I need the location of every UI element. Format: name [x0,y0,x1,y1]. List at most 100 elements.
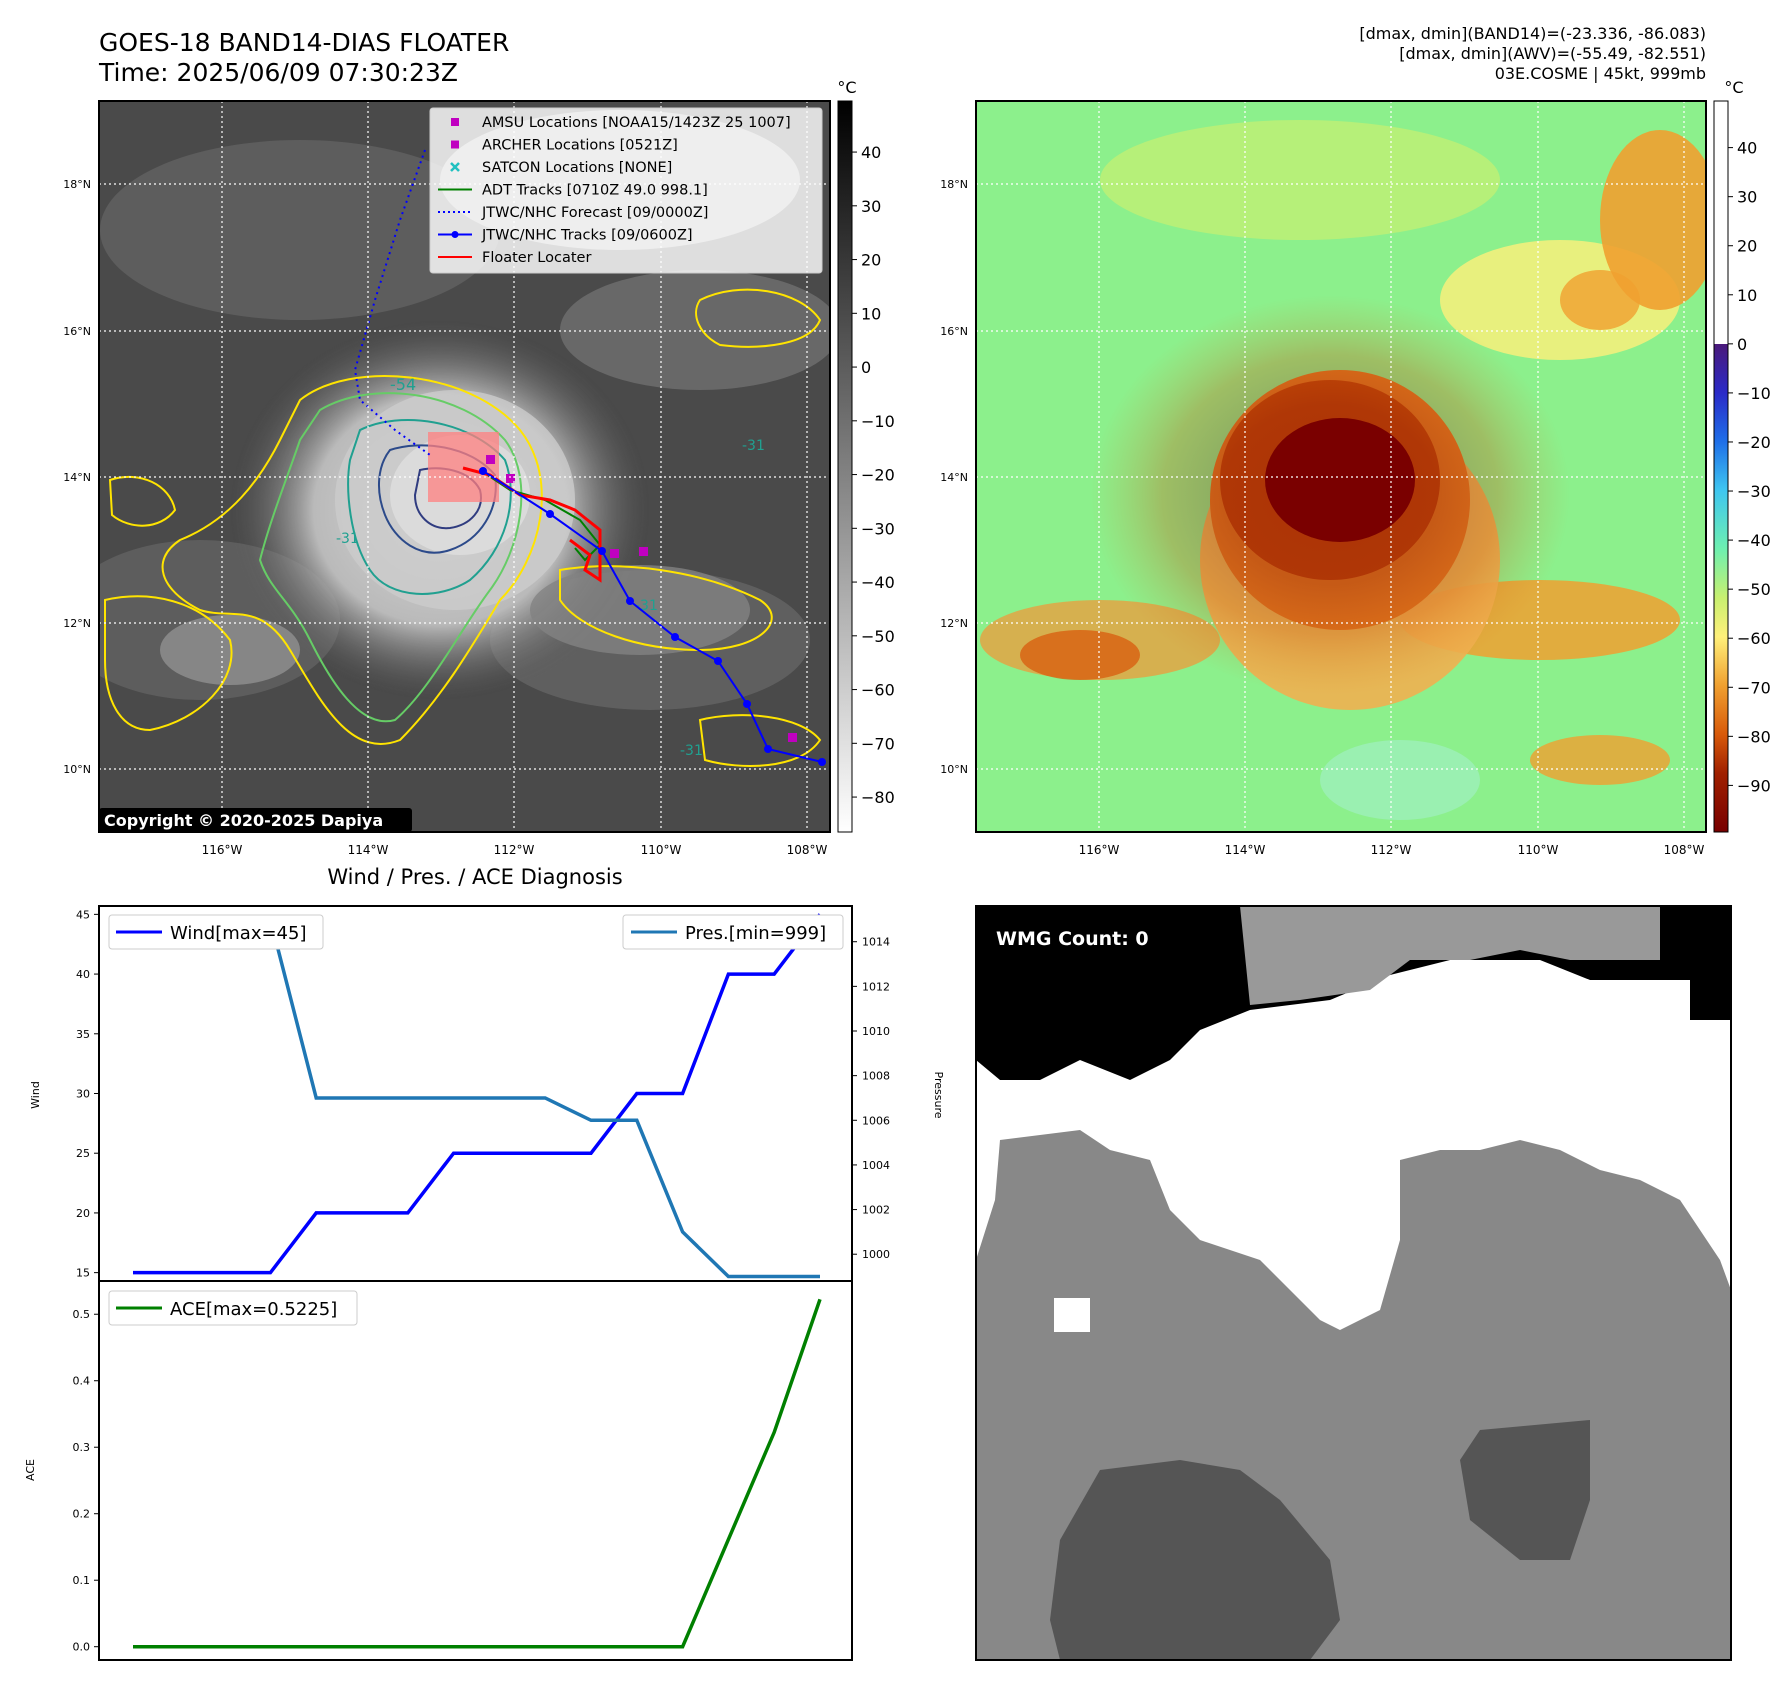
legend-item-label: AMSU Locations [NOAA15/1423Z 25 1007] [482,115,791,131]
ir-map-frame [98,100,831,833]
colorbar-tick-label: 20 [861,251,881,270]
color-colorbar-unit: °C [1724,78,1743,97]
pressure-axis-label: Pressure [932,1072,945,1119]
wind-pressure-panel [98,905,853,1282]
color-colorbar-warm [1714,101,1728,344]
pressure-tick-label: 1006 [862,1114,890,1127]
awv-map-lon-tick-label: 116°W [1079,843,1120,857]
ir-map-lat-tick-label: 14°N [63,471,91,484]
best-track-point [714,657,722,665]
colorbar-tick-label: 0 [861,358,871,377]
legend-x-marker [450,162,460,172]
colorbar-tick-label: −40 [1737,531,1771,550]
colorbar-tick-label: −30 [1737,482,1771,501]
colorbar-tick-label: 30 [1737,188,1757,207]
ir-map-lat-tick-label: 18°N [63,178,91,191]
wind-legend-label: Wind[max=45] [170,923,307,944]
colorbar-tick-label: −70 [1737,678,1771,697]
diagnosis-title: Wind / Pres. / ACE Diagnosis [327,865,622,889]
ace-legend-box [108,1290,358,1326]
ir-map-gridlines [99,101,830,832]
ace-tick-label: 0.5 [73,1308,91,1321]
ir-map-lon-tick-label: 116°W [202,843,243,857]
diagnosis-marks: 45 40 35 30 25 20 15 1014 1012 1010 1008 1006 1004 10… [73,908,891,1653]
ir-map-lat-tick-label: 12°N [63,617,91,630]
colorbar-tick-label: −20 [1737,433,1771,452]
copyright-text: Copyright © 2020-2025 Dapiya [104,811,383,830]
awv-map-lon-tick-label: 110°W [1518,843,1559,857]
legend-item-label: JTWC/NHC Forecast [09/0000Z] [481,205,708,221]
figure-time: Time: 2025/06/09 07:30:23Z [98,58,458,87]
colorbar-tick-label: −10 [861,412,895,431]
legend-square-marker [451,140,459,149]
best-track-point [598,547,606,555]
pressure-tick-label: 1000 [862,1248,890,1261]
wmg-lightgray-top [1240,906,1660,1005]
wind-axis-label: Wind [29,1081,42,1109]
best-track-point [546,510,554,518]
colorbar-tick-label: −70 [861,734,895,753]
ir-map-lon-tick-label: 108°W [787,843,828,857]
legend-item-label: Floater Locater [482,250,591,266]
awv-map-lon-tick-label: 112°W [1371,843,1412,857]
ace-legend: ACE[max=0.5225] [108,1290,358,1326]
wind-tick-label: 15 [76,1267,90,1280]
best-track-point [818,758,826,766]
best-track-point [764,745,772,753]
contour-label-3: -31 [742,438,765,454]
ir-map-lon-tick-label: 114°W [348,843,389,857]
amsu-location-marker-3 [639,547,648,556]
ir-map-axis-ticks: 18°N 16°N 14°N 12°N 10°N 116°W 114°W 112°W 110°W… [63,178,827,857]
colorbar-tick-label: −60 [861,681,895,700]
amsu-location-marker-1 [506,474,515,483]
wind-legend-box [108,914,324,950]
wind-tick-label: 35 [76,1028,90,1041]
colorbar-tick-label: −60 [1737,629,1771,648]
awv-map-lon-tick-label: 114°W [1225,843,1266,857]
legend-square-marker [451,118,459,126]
colorbar-tick-label: 0 [1737,335,1747,354]
wind-tick-label: 45 [76,908,90,921]
wind-tick-label: 40 [76,968,90,981]
amsu-location-marker-4 [788,733,797,742]
wmg-darkgray-region-2 [1460,1420,1590,1560]
awv-map-gridlines [976,101,1706,832]
legend-item-label: ADT Tracks [0710Z 49.0 998.1] [482,183,708,199]
contour-label-4: -31 [635,598,658,614]
colorbar-tick-label: −80 [861,788,895,807]
legend-box [429,107,823,274]
legend-item-label: JTWC/NHC Tracks [09/0600Z] [481,228,693,244]
ace-frame [98,1280,853,1661]
ace-panel [98,1280,853,1661]
pressure-tick-label: 1010 [862,1025,890,1038]
color-colorbar-frame [1713,100,1729,833]
colorbar-tick-label: −90 [1737,776,1771,795]
pressure-legend-label: Pres.[min=999] [685,923,826,944]
gray-colorbar-ticks: 40 30 20 10 0 −10 −20 −30 −40 −50 −60 −70 −80 [852,143,895,807]
awv-map-lat-tick-label: 12°N [940,617,968,630]
ir-map-lon-tick-label: 110°W [641,843,682,857]
pressure-tick-label: 1012 [862,980,890,993]
colorbar-tick-label: −40 [861,573,895,592]
color-colorbar-cold [1714,344,1728,832]
pressure-tick-label: 1002 [862,1204,890,1217]
colorbar-tick-label: 10 [861,304,881,323]
awv-map-lat-tick-label: 16°N [940,325,968,338]
ir-map-lat-tick-label: 10°N [63,763,91,776]
wind-tick-label: 25 [76,1147,90,1160]
wind-pressure-frame [98,905,853,1282]
copyright-box [99,808,412,832]
colorbar-tick-label: 30 [861,197,881,216]
awv-map-lon-tick-label: 108°W [1664,843,1705,857]
pressure-legend: Pres.[min=999] [622,914,844,950]
colorbar-tick-label: −80 [1737,727,1771,746]
wind-legend: Wind[max=45] [108,914,324,950]
colorbar-tick-label: −10 [1737,384,1771,403]
wmg-panel [976,906,1731,1660]
colorbar-tick-label: −30 [861,519,895,538]
colorbar-tick-label: 40 [1737,139,1757,158]
wind-tick-label: 20 [76,1207,90,1220]
ace-axis-label: ACE [24,1459,37,1481]
pressure-tick-label: 1008 [862,1070,890,1083]
